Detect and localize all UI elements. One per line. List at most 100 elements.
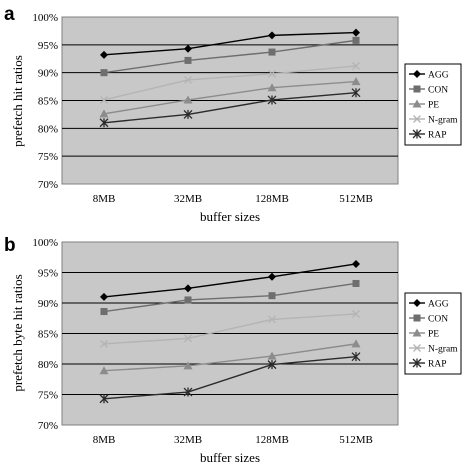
legend-entry: CON [409,314,448,325]
legend-entry: CON [409,85,448,96]
data-point [352,28,360,37]
series-n-gram [100,62,360,104]
data-point [352,310,360,318]
series-pe [99,339,361,375]
data-point [183,361,193,370]
legend-label: AGG [428,300,449,310]
legend-marker [413,314,421,322]
y-tick-label: 100% [32,237,58,249]
y-tick-label: 75% [38,390,58,402]
data-point [267,360,277,370]
series-line [103,313,357,345]
panel-letter: b [4,235,16,256]
data-point [267,351,277,360]
data-point [267,95,277,105]
legend-label: N-gram [428,345,458,355]
legend-marker [413,344,421,352]
data-point [351,352,361,362]
series-agg [100,28,360,59]
data-point [183,109,193,119]
data-point [183,95,193,104]
y-tick-label: 95% [38,268,58,280]
series-rap [99,352,361,404]
series-line [103,343,357,372]
legend: AGG CON PE N-gram RAP [404,292,462,375]
data-point [352,36,360,44]
series-con [100,36,360,77]
legend-entry: N-gram [409,115,458,126]
y-axis-title: prefetch byte hit ratios [10,274,25,391]
legend-entry: AGG [409,70,449,81]
data-point [99,118,109,128]
data-point [184,44,192,53]
legend-entry: PE [409,328,439,340]
data-point [352,259,360,268]
y-tick-label: 70% [38,179,58,191]
y-axis-title: prefetch hit ratios [10,55,25,147]
data-point [184,284,192,293]
data-point [100,292,108,301]
series-line [103,263,357,298]
legend-marker [412,99,422,108]
data-point [268,31,276,40]
data-point [184,56,192,64]
y-tick-label: 80% [38,123,58,135]
x-tick-label: 8MB [93,434,116,446]
data-point [100,308,108,316]
y-tick-label: 85% [38,329,58,341]
x-tick-label: 128MB [255,193,289,205]
series-con [100,279,360,316]
data-point [99,394,109,404]
legend-marker [412,328,422,337]
legend-label: AGG [428,71,449,81]
legend-entry: AGG [409,299,449,310]
legend-entry: PE [409,99,439,111]
chart-panel-a: a 70% 75% 80% 85% 90% 95% 100% 8MB 32MB 128MB 512MB… [4,4,462,224]
data-point [100,339,108,348]
legend-label: CON [428,86,448,96]
x-tick-label: 128MB [255,434,289,446]
y-tick-label: 95% [38,40,58,52]
data-point [268,272,276,281]
legend-marker [413,299,421,307]
x-tick-label: 32MB [174,193,202,205]
x-tick-label: 32MB [174,434,202,446]
series-agg [100,259,360,301]
data-point [352,62,360,70]
data-point [267,83,277,92]
series-pe [99,77,361,118]
legend-label: RAP [428,360,446,370]
data-point [99,109,109,118]
series-line [103,282,357,313]
data-point [268,48,276,56]
series-line [103,31,357,56]
data-point [100,95,108,104]
y-tick-label: 85% [38,96,58,108]
data-point [100,50,108,59]
x-axis-title: buffer sizes [200,209,260,224]
data-point [352,279,360,287]
data-point [268,292,276,300]
data-point [184,334,192,343]
legend-label: PE [428,101,439,111]
series-line [103,39,357,74]
data-point [100,69,108,77]
data-point [184,75,192,84]
legend-label: N-gram [428,116,458,126]
legend: AGG CON PE N-gram RAP [404,63,462,146]
panel-letter: a [4,4,15,25]
legend-label: PE [428,330,439,340]
series-line [103,65,357,101]
legend-entry: RAP [409,129,446,141]
series-line [103,80,357,115]
data-point [183,387,193,397]
x-tick-label: 512MB [339,434,373,446]
x-axis-title: buffer sizes [200,450,260,465]
legend-marker [413,115,421,123]
data-point [268,69,276,78]
x-tick-label: 512MB [339,193,373,205]
y-tick-label: 90% [38,68,58,80]
data-point [351,339,361,348]
legend-marker [413,85,421,93]
